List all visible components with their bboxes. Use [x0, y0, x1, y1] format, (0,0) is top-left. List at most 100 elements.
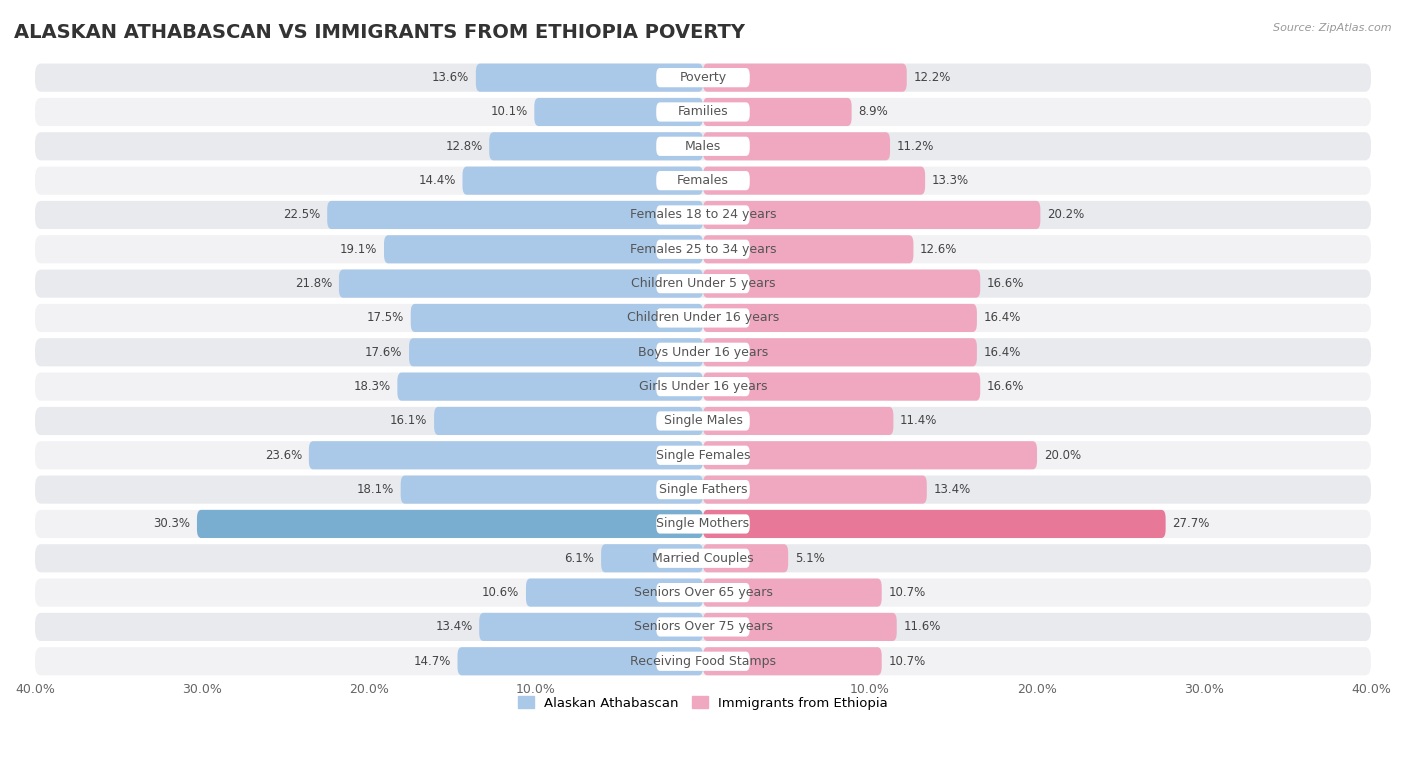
Text: 20.0%: 20.0% — [1043, 449, 1081, 462]
FancyBboxPatch shape — [657, 652, 749, 671]
FancyBboxPatch shape — [409, 338, 703, 366]
FancyBboxPatch shape — [703, 98, 852, 126]
Text: 12.8%: 12.8% — [446, 139, 482, 153]
FancyBboxPatch shape — [657, 446, 749, 465]
FancyBboxPatch shape — [703, 441, 1038, 469]
Text: Children Under 5 years: Children Under 5 years — [631, 277, 775, 290]
FancyBboxPatch shape — [703, 132, 890, 161]
Text: Females 18 to 24 years: Females 18 to 24 years — [630, 208, 776, 221]
FancyBboxPatch shape — [703, 544, 789, 572]
FancyBboxPatch shape — [657, 274, 749, 293]
FancyBboxPatch shape — [35, 167, 1371, 195]
FancyBboxPatch shape — [35, 475, 1371, 503]
FancyBboxPatch shape — [703, 510, 1166, 538]
Text: Seniors Over 65 years: Seniors Over 65 years — [634, 586, 772, 599]
Text: 13.4%: 13.4% — [436, 621, 472, 634]
FancyBboxPatch shape — [526, 578, 703, 606]
Text: 23.6%: 23.6% — [264, 449, 302, 462]
Text: Females 25 to 34 years: Females 25 to 34 years — [630, 243, 776, 255]
FancyBboxPatch shape — [35, 441, 1371, 469]
Text: Single Males: Single Males — [664, 415, 742, 428]
FancyBboxPatch shape — [35, 98, 1371, 126]
Text: Children Under 16 years: Children Under 16 years — [627, 312, 779, 324]
Text: ALASKAN ATHABASCAN VS IMMIGRANTS FROM ETHIOPIA POVERTY: ALASKAN ATHABASCAN VS IMMIGRANTS FROM ET… — [14, 23, 745, 42]
Text: Receiving Food Stamps: Receiving Food Stamps — [630, 655, 776, 668]
FancyBboxPatch shape — [35, 270, 1371, 298]
Text: 13.3%: 13.3% — [932, 174, 969, 187]
FancyBboxPatch shape — [35, 132, 1371, 161]
Text: 12.2%: 12.2% — [914, 71, 950, 84]
FancyBboxPatch shape — [657, 343, 749, 362]
FancyBboxPatch shape — [35, 647, 1371, 675]
FancyBboxPatch shape — [434, 407, 703, 435]
Text: 13.4%: 13.4% — [934, 483, 970, 496]
Text: 20.2%: 20.2% — [1047, 208, 1084, 221]
Text: 30.3%: 30.3% — [153, 518, 190, 531]
Text: 14.4%: 14.4% — [419, 174, 456, 187]
Text: Source: ZipAtlas.com: Source: ZipAtlas.com — [1274, 23, 1392, 33]
Text: 16.1%: 16.1% — [389, 415, 427, 428]
FancyBboxPatch shape — [35, 201, 1371, 229]
FancyBboxPatch shape — [657, 583, 749, 602]
FancyBboxPatch shape — [657, 549, 749, 568]
FancyBboxPatch shape — [657, 205, 749, 224]
Legend: Alaskan Athabascan, Immigrants from Ethiopia: Alaskan Athabascan, Immigrants from Ethi… — [513, 691, 893, 715]
FancyBboxPatch shape — [703, 578, 882, 606]
Text: 22.5%: 22.5% — [283, 208, 321, 221]
Text: 13.6%: 13.6% — [432, 71, 470, 84]
FancyBboxPatch shape — [411, 304, 703, 332]
Text: 10.7%: 10.7% — [889, 586, 925, 599]
FancyBboxPatch shape — [703, 201, 1040, 229]
FancyBboxPatch shape — [479, 613, 703, 641]
FancyBboxPatch shape — [657, 377, 749, 396]
FancyBboxPatch shape — [657, 68, 749, 87]
FancyBboxPatch shape — [339, 270, 703, 298]
Text: 5.1%: 5.1% — [794, 552, 824, 565]
Text: Families: Families — [678, 105, 728, 118]
Text: Seniors Over 75 years: Seniors Over 75 years — [634, 621, 772, 634]
FancyBboxPatch shape — [401, 475, 703, 503]
Text: 12.6%: 12.6% — [920, 243, 957, 255]
FancyBboxPatch shape — [35, 64, 1371, 92]
FancyBboxPatch shape — [657, 617, 749, 637]
Text: 11.4%: 11.4% — [900, 415, 938, 428]
FancyBboxPatch shape — [197, 510, 703, 538]
FancyBboxPatch shape — [703, 475, 927, 503]
FancyBboxPatch shape — [657, 515, 749, 534]
Text: 6.1%: 6.1% — [565, 552, 595, 565]
FancyBboxPatch shape — [703, 372, 980, 401]
Text: 10.1%: 10.1% — [491, 105, 527, 118]
FancyBboxPatch shape — [35, 510, 1371, 538]
FancyBboxPatch shape — [703, 304, 977, 332]
Text: Males: Males — [685, 139, 721, 153]
FancyBboxPatch shape — [475, 64, 703, 92]
Text: 16.4%: 16.4% — [984, 312, 1021, 324]
Text: 14.7%: 14.7% — [413, 655, 451, 668]
FancyBboxPatch shape — [398, 372, 703, 401]
Text: 10.7%: 10.7% — [889, 655, 925, 668]
FancyBboxPatch shape — [657, 240, 749, 259]
FancyBboxPatch shape — [384, 235, 703, 263]
Text: Single Fathers: Single Fathers — [659, 483, 747, 496]
Text: 17.6%: 17.6% — [366, 346, 402, 359]
Text: Single Mothers: Single Mothers — [657, 518, 749, 531]
Text: 19.1%: 19.1% — [340, 243, 377, 255]
FancyBboxPatch shape — [309, 441, 703, 469]
Text: 16.4%: 16.4% — [984, 346, 1021, 359]
Text: 10.6%: 10.6% — [482, 586, 519, 599]
FancyBboxPatch shape — [35, 338, 1371, 366]
FancyBboxPatch shape — [457, 647, 703, 675]
Text: Married Couples: Married Couples — [652, 552, 754, 565]
Text: Females: Females — [678, 174, 728, 187]
FancyBboxPatch shape — [657, 171, 749, 190]
FancyBboxPatch shape — [602, 544, 703, 572]
Text: 16.6%: 16.6% — [987, 380, 1025, 393]
Text: 8.9%: 8.9% — [858, 105, 889, 118]
Text: Single Females: Single Females — [655, 449, 751, 462]
Text: 11.6%: 11.6% — [904, 621, 941, 634]
FancyBboxPatch shape — [35, 407, 1371, 435]
Text: Poverty: Poverty — [679, 71, 727, 84]
FancyBboxPatch shape — [35, 304, 1371, 332]
FancyBboxPatch shape — [35, 544, 1371, 572]
FancyBboxPatch shape — [35, 372, 1371, 401]
